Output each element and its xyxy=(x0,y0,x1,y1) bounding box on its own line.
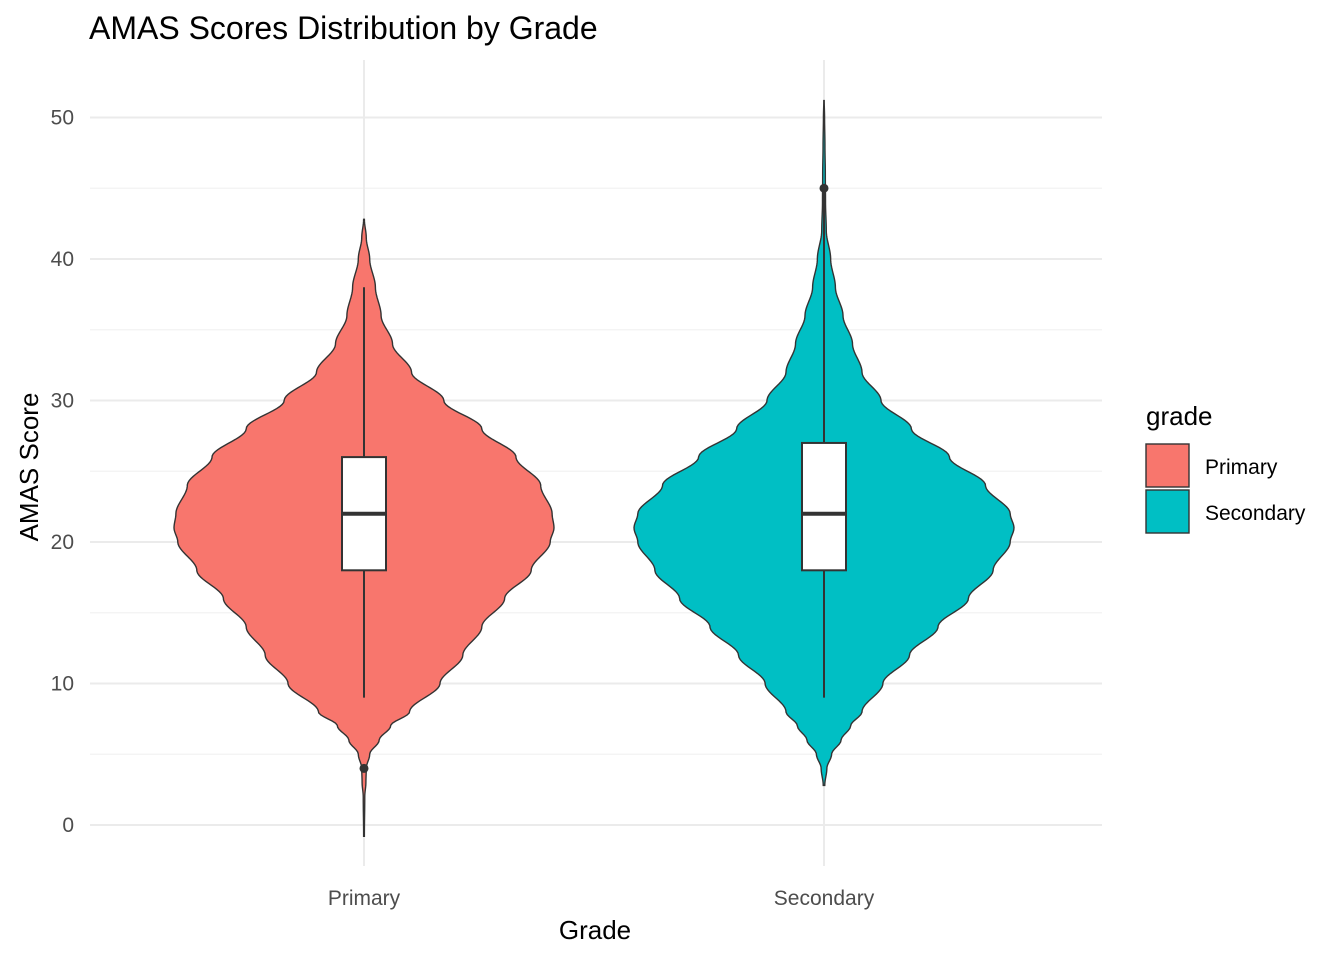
box-layer xyxy=(341,183,847,773)
y-axis-ticks: 0 10 20 30 40 50 xyxy=(51,107,74,838)
violin-layer xyxy=(173,99,1015,838)
outlier-point xyxy=(359,763,369,773)
y-axis-title: AMAS Score xyxy=(14,393,44,542)
x-tick-label: Secondary xyxy=(774,887,875,910)
y-tick-label: 50 xyxy=(51,107,74,130)
legend: grade Primary Secondary xyxy=(1145,401,1306,534)
legend-key xyxy=(1145,489,1190,534)
x-axis-ticks: Primary Secondary xyxy=(328,887,875,910)
outlier-point xyxy=(819,183,829,193)
chart-title: AMAS Scores Distribution by Grade xyxy=(89,10,598,46)
y-tick-label: 40 xyxy=(51,248,74,271)
y-tick-label: 0 xyxy=(62,814,74,837)
legend-label: Primary xyxy=(1205,456,1278,479)
y-tick-label: 10 xyxy=(51,673,74,696)
y-tick-label: 20 xyxy=(51,531,74,554)
x-axis-title: Grade xyxy=(559,915,631,945)
legend-label: Secondary xyxy=(1205,502,1306,525)
legend-key xyxy=(1145,443,1190,488)
y-tick-label: 30 xyxy=(51,390,74,413)
x-tick-label: Primary xyxy=(328,887,401,910)
box-iqr xyxy=(801,441,847,572)
legend-title: grade xyxy=(1146,401,1213,431)
